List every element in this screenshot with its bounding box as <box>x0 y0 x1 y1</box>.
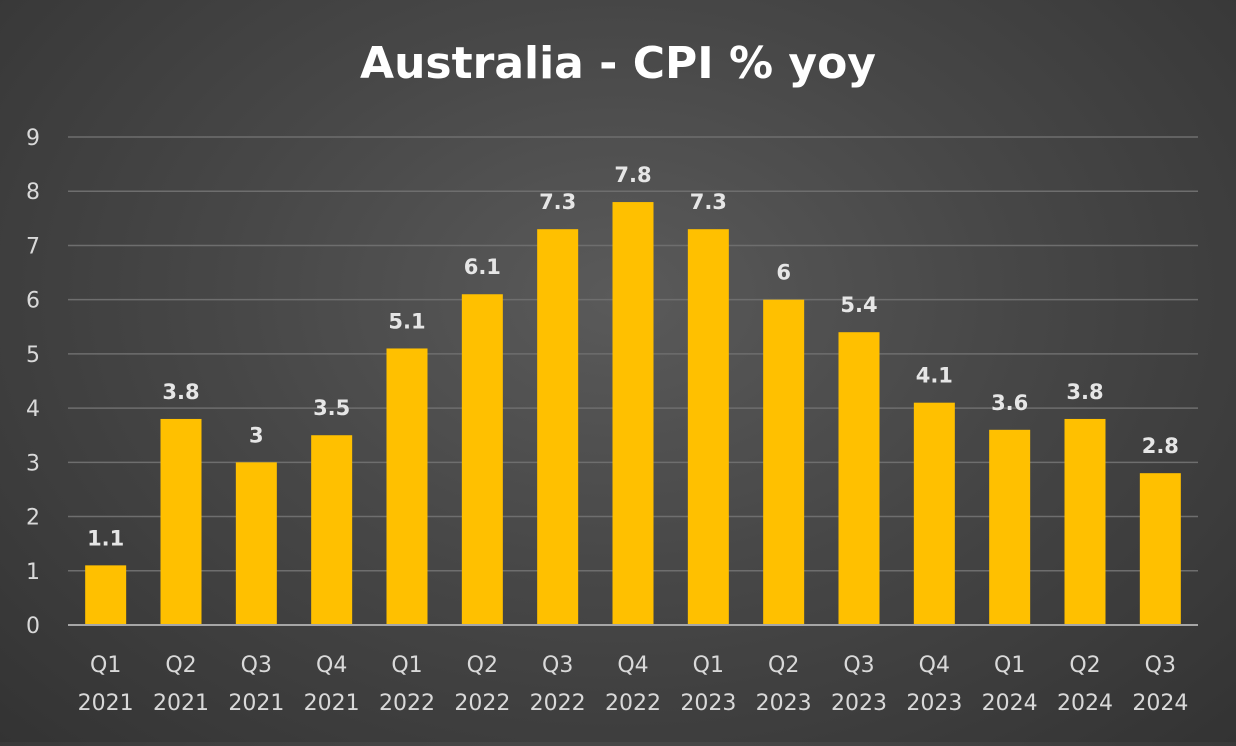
data-label: 1.1 <box>87 526 124 550</box>
bar <box>1064 418 1106 625</box>
bar <box>1139 473 1181 625</box>
y-tick-label: 7 <box>26 234 40 259</box>
data-label: 7.3 <box>539 190 576 214</box>
y-tick-label: 9 <box>26 126 40 151</box>
data-label: 7.3 <box>690 190 727 214</box>
bar <box>311 435 353 625</box>
y-tick-label: 2 <box>26 506 40 531</box>
bar <box>235 462 277 625</box>
x-tick-label-year: 2022 <box>530 691 586 716</box>
x-tick-label-quarter: Q2 <box>768 653 799 678</box>
y-tick-label: 8 <box>26 180 40 205</box>
bar <box>989 429 1031 625</box>
x-tick-label-quarter: Q4 <box>316 653 347 678</box>
x-tick-label-year: 2023 <box>680 691 736 716</box>
chart-title: Australia - CPI % yoy <box>360 38 876 89</box>
x-tick-label-quarter: Q3 <box>843 653 874 678</box>
y-tick-label: 3 <box>26 451 40 476</box>
data-label: 3.5 <box>313 396 350 420</box>
bar <box>838 332 880 625</box>
data-label: 3 <box>249 423 264 447</box>
x-tick-label-year: 2021 <box>304 691 360 716</box>
x-tick-label-year: 2023 <box>906 691 962 716</box>
data-labels: 1.1 3.8 3 3.5 5.1 6.1 7.3 7.8 7.3 6 5.4 4.1 3.6 3.8 2.… <box>87 163 1179 550</box>
bar <box>763 299 805 625</box>
bar <box>461 294 503 625</box>
x-tick-label-quarter: Q3 <box>542 653 573 678</box>
bar <box>537 229 579 625</box>
bar <box>612 202 654 626</box>
data-label: 5.4 <box>840 293 877 317</box>
data-label: 6 <box>776 261 791 285</box>
x-tick-label-quarter: Q2 <box>467 653 498 678</box>
data-label: 7.8 <box>614 163 651 187</box>
x-tick-label-year: 2022 <box>605 691 661 716</box>
x-tick-label-year: 2024 <box>1132 691 1188 716</box>
data-label: 3.6 <box>991 391 1028 415</box>
bar <box>85 565 127 625</box>
x-tick-label-quarter: Q1 <box>90 653 121 678</box>
y-tick-label: 5 <box>26 343 40 368</box>
x-tick-label-year: 2021 <box>228 691 284 716</box>
data-label: 3.8 <box>1066 380 1103 404</box>
y-tick-label: 1 <box>26 560 40 585</box>
x-tick-label-year: 2021 <box>78 691 134 716</box>
x-tick-label-quarter: Q2 <box>1069 653 1100 678</box>
y-tick-label: 4 <box>26 397 40 422</box>
x-tick-label-quarter: Q1 <box>391 653 422 678</box>
x-tick-label-quarter: Q1 <box>693 653 724 678</box>
data-label: 2.8 <box>1142 434 1179 458</box>
data-label: 6.1 <box>464 255 501 279</box>
x-tick-label-year: 2024 <box>982 691 1038 716</box>
data-label: 5.1 <box>388 309 425 333</box>
y-axis-ticks: 0 1 2 3 4 5 6 7 8 9 <box>26 126 40 639</box>
bar <box>386 348 428 625</box>
x-tick-label-quarter: Q3 <box>1145 653 1176 678</box>
x-tick-label-quarter: Q1 <box>994 653 1025 678</box>
x-tick-label-year: 2022 <box>379 691 435 716</box>
bar <box>160 418 202 625</box>
x-tick-label-year: 2023 <box>756 691 812 716</box>
data-label: 3.8 <box>162 380 199 404</box>
x-tick-label-year: 2023 <box>831 691 887 716</box>
x-tick-label-quarter: Q3 <box>241 653 272 678</box>
y-tick-label: 6 <box>26 289 40 314</box>
x-tick-label-year: 2021 <box>153 691 209 716</box>
data-label: 4.1 <box>916 364 953 388</box>
bars <box>85 202 1181 626</box>
x-tick-label-year: 2022 <box>454 691 510 716</box>
bar <box>913 402 955 625</box>
y-tick-label: 0 <box>26 614 40 639</box>
x-axis-ticks: Q1 2021 Q2 2021 Q3 2021 Q4 2021 Q1 2022 Q2 2022 Q3 20… <box>78 653 1189 716</box>
bar <box>687 229 729 625</box>
x-tick-label-quarter: Q4 <box>919 653 950 678</box>
x-tick-label-quarter: Q4 <box>617 653 648 678</box>
x-tick-label-quarter: Q2 <box>165 653 196 678</box>
x-tick-label-year: 2024 <box>1057 691 1113 716</box>
